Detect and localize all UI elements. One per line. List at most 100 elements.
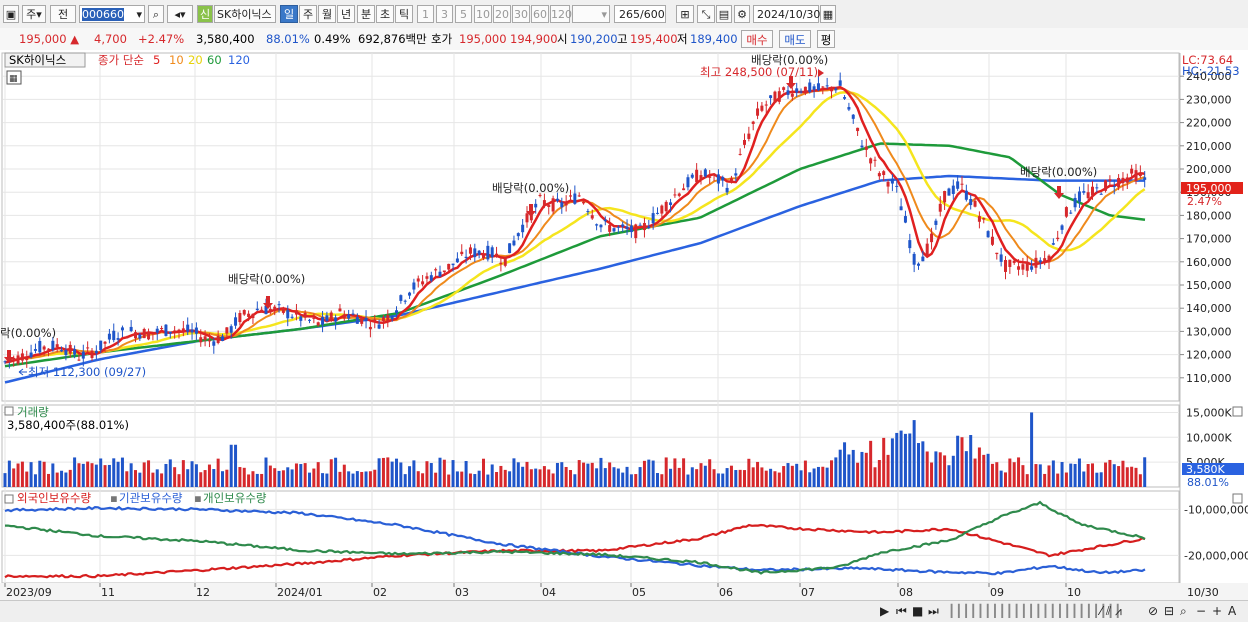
draw-tools-icon[interactable]: ⁄ ⫽ ⩘	[1100, 604, 1122, 618]
interval-120[interactable]: 120	[550, 5, 572, 23]
volume-bar	[699, 463, 703, 487]
candle-body	[168, 331, 172, 334]
zoom-icon[interactable]: ⌕	[1180, 604, 1187, 618]
interval-30[interactable]: 30	[512, 5, 530, 23]
period-tab-tick[interactable]: 틱	[395, 5, 413, 23]
chevron-down-icon: ▾	[601, 8, 607, 21]
candle-body	[551, 198, 555, 212]
candle-body	[221, 336, 224, 341]
holding-panel-icon[interactable]	[4, 494, 14, 504]
font-size-icon[interactable]: A	[1228, 604, 1237, 618]
candle-body	[664, 201, 668, 212]
candle-body	[403, 300, 407, 302]
interval-1[interactable]: 1	[417, 5, 434, 23]
candle-body	[656, 212, 659, 214]
candle-body	[582, 201, 586, 204]
volume-bar	[1012, 462, 1016, 487]
last-page-icon[interactable]: ⏭	[928, 604, 939, 618]
period-tab-second[interactable]: 초	[376, 5, 394, 23]
volume-bar	[1051, 460, 1055, 487]
volume-bar	[886, 454, 890, 487]
candle-body	[899, 206, 903, 211]
interval-5[interactable]: 5	[455, 5, 472, 23]
candle-body	[677, 193, 681, 196]
interval-custom-select[interactable]: ▾	[572, 5, 610, 23]
gear-icon[interactable]: ⚙	[734, 5, 750, 23]
volume-tag-text: 3,580K	[1186, 463, 1225, 476]
credit-badge[interactable]: 신	[197, 5, 213, 23]
candle-body	[721, 177, 725, 181]
dividend-arrow-icon	[526, 204, 536, 217]
candle-body	[651, 213, 655, 224]
holding-label-institution: 기관보유수량	[119, 491, 183, 505]
volume-bar	[77, 463, 81, 487]
chart-grid-icon[interactable]	[6, 70, 22, 85]
volume-bar	[373, 469, 377, 487]
candle-body	[799, 91, 803, 93]
volume-close-icon[interactable]	[1232, 406, 1243, 417]
volume-bar	[64, 472, 68, 487]
candle-body	[503, 256, 507, 266]
stock-code-input[interactable]: 000660 ▾	[79, 5, 145, 23]
dividend-arrow-icon	[1054, 186, 1064, 199]
holding-close-icon[interactable]	[1232, 493, 1243, 504]
volume-panel-frame	[1, 404, 1180, 488]
date-input[interactable]: 2024/10/30	[753, 5, 820, 23]
volume-bar	[1077, 458, 1081, 487]
zoom-out-icon[interactable]: −	[1196, 604, 1207, 618]
scroll-track[interactable]: ┃┃┃┃┃┃┃┃┃┃┃┃┃┃┃┃┃┃┃┃┃┃┃┃	[948, 604, 1122, 618]
volume-bar	[225, 469, 229, 487]
period-tab-month[interactable]: 월	[318, 5, 336, 23]
volume-bar	[847, 454, 851, 487]
chart-area[interactable]: 110,000 120,000 130,000 140,000 150,000 160,0…	[0, 50, 1248, 600]
layout-icon[interactable]: ⊟	[1164, 604, 1175, 618]
y-label-layer: 110,000 120,000 130,000 140,000 150,000 160,0…	[1184, 70, 1248, 562]
stop-icon[interactable]: ■	[912, 604, 924, 618]
eval-button[interactable]: 평	[817, 30, 835, 48]
y-tick-label: 110,000	[1186, 372, 1232, 385]
candle-body	[956, 181, 960, 189]
volume-bar	[1025, 474, 1029, 487]
candle-body	[1134, 170, 1138, 181]
interval-20[interactable]: 20	[493, 5, 511, 23]
candle-body	[890, 178, 894, 184]
price-value: 195,000	[19, 32, 67, 46]
volume-bar	[1043, 473, 1047, 487]
volume-bar	[29, 462, 33, 487]
window-menu-icon[interactable]: ▣	[3, 5, 19, 23]
compare-icon[interactable]: ⊘	[1148, 604, 1159, 618]
market-select[interactable]: 주▾	[22, 5, 46, 23]
prev-button[interactable]: 전	[50, 5, 76, 23]
interval-10[interactable]: 10	[474, 5, 492, 23]
candle-body	[329, 312, 333, 321]
volume-layer	[3, 412, 1147, 487]
first-page-icon[interactable]: ⏮	[896, 604, 907, 618]
interval-3[interactable]: 3	[436, 5, 453, 23]
candle-body	[90, 350, 94, 358]
candle-body	[1008, 259, 1012, 267]
x-tick-label: 04	[542, 586, 556, 599]
interval-60[interactable]: 60	[531, 5, 549, 23]
zoom-in-icon[interactable]: +	[1212, 604, 1223, 618]
volume-bar	[716, 473, 720, 487]
candle-body	[743, 139, 746, 145]
draw-tool-icon[interactable]: ⤡	[697, 5, 715, 23]
scroll-right-icon[interactable]: ▶	[880, 604, 890, 618]
buy-button[interactable]: 매수	[741, 30, 773, 48]
speaker-icon[interactable]: ◂▾	[167, 5, 193, 23]
period-tab-day[interactable]: 일	[280, 5, 298, 23]
count-input[interactable]: 265/600	[614, 5, 666, 23]
volume-panel-icon[interactable]	[4, 406, 14, 416]
save-icon[interactable]: ▤	[716, 5, 732, 23]
chart-type-icon[interactable]: ⊞	[676, 5, 694, 23]
period-tab-minute[interactable]: 분	[357, 5, 375, 23]
period-tab-week[interactable]: 주	[299, 5, 317, 23]
x-tick-label: 03	[455, 586, 469, 599]
search-icon[interactable]: ⌕	[148, 5, 164, 23]
candle-body	[921, 256, 925, 262]
period-tab-year[interactable]: 년	[337, 5, 355, 23]
calendar-icon[interactable]: ▦	[820, 5, 836, 23]
candle-body	[1038, 260, 1042, 263]
sell-button[interactable]: 매도	[779, 30, 811, 48]
count-total: /600	[640, 8, 665, 21]
